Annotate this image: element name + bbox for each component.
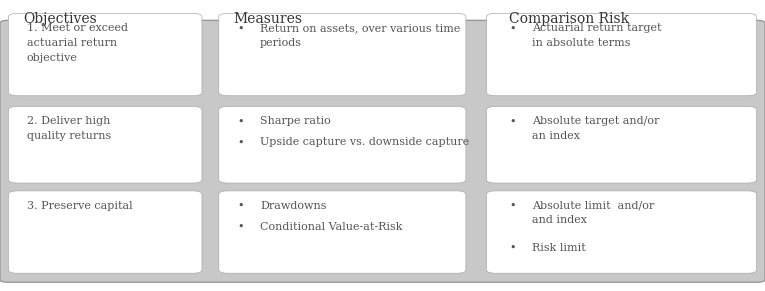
Text: •: • xyxy=(237,222,243,232)
Text: Drawdowns: Drawdowns xyxy=(260,201,327,211)
FancyBboxPatch shape xyxy=(8,191,202,273)
Text: Measures: Measures xyxy=(233,12,302,26)
FancyBboxPatch shape xyxy=(0,20,765,282)
Text: •: • xyxy=(237,23,243,33)
Text: •: • xyxy=(237,137,243,147)
Text: •: • xyxy=(237,201,243,211)
Text: Risk limit: Risk limit xyxy=(532,243,586,253)
FancyBboxPatch shape xyxy=(219,13,466,96)
Text: Absolute target and/or
an index: Absolute target and/or an index xyxy=(532,116,660,141)
Text: 3. Preserve capital: 3. Preserve capital xyxy=(27,201,132,211)
FancyBboxPatch shape xyxy=(8,13,202,96)
Text: Absolute limit  and/or
and index: Absolute limit and/or and index xyxy=(532,201,655,225)
Text: Sharpe ratio: Sharpe ratio xyxy=(260,116,330,126)
Text: Actuarial return target
in absolute terms: Actuarial return target in absolute term… xyxy=(532,23,662,48)
Text: Conditional Value-at-Risk: Conditional Value-at-Risk xyxy=(260,222,402,232)
Text: Upside capture vs. downside capture: Upside capture vs. downside capture xyxy=(260,137,470,147)
Text: 2. Deliver high
quality returns: 2. Deliver high quality returns xyxy=(27,116,111,141)
Text: •: • xyxy=(509,243,516,253)
Text: Objectives: Objectives xyxy=(23,12,96,26)
Text: •: • xyxy=(509,23,516,33)
FancyBboxPatch shape xyxy=(487,13,757,96)
FancyBboxPatch shape xyxy=(8,107,202,183)
Text: •: • xyxy=(509,116,516,126)
Text: Return on assets, over various time
periods: Return on assets, over various time peri… xyxy=(260,23,461,48)
FancyBboxPatch shape xyxy=(219,191,466,273)
Text: 1. Meet or exceed
actuarial return
objective: 1. Meet or exceed actuarial return objec… xyxy=(27,23,128,63)
Text: Comparison Risk: Comparison Risk xyxy=(509,12,629,26)
FancyBboxPatch shape xyxy=(487,107,757,183)
FancyBboxPatch shape xyxy=(487,191,757,273)
FancyBboxPatch shape xyxy=(219,107,466,183)
Text: •: • xyxy=(237,116,243,126)
Text: •: • xyxy=(509,201,516,211)
